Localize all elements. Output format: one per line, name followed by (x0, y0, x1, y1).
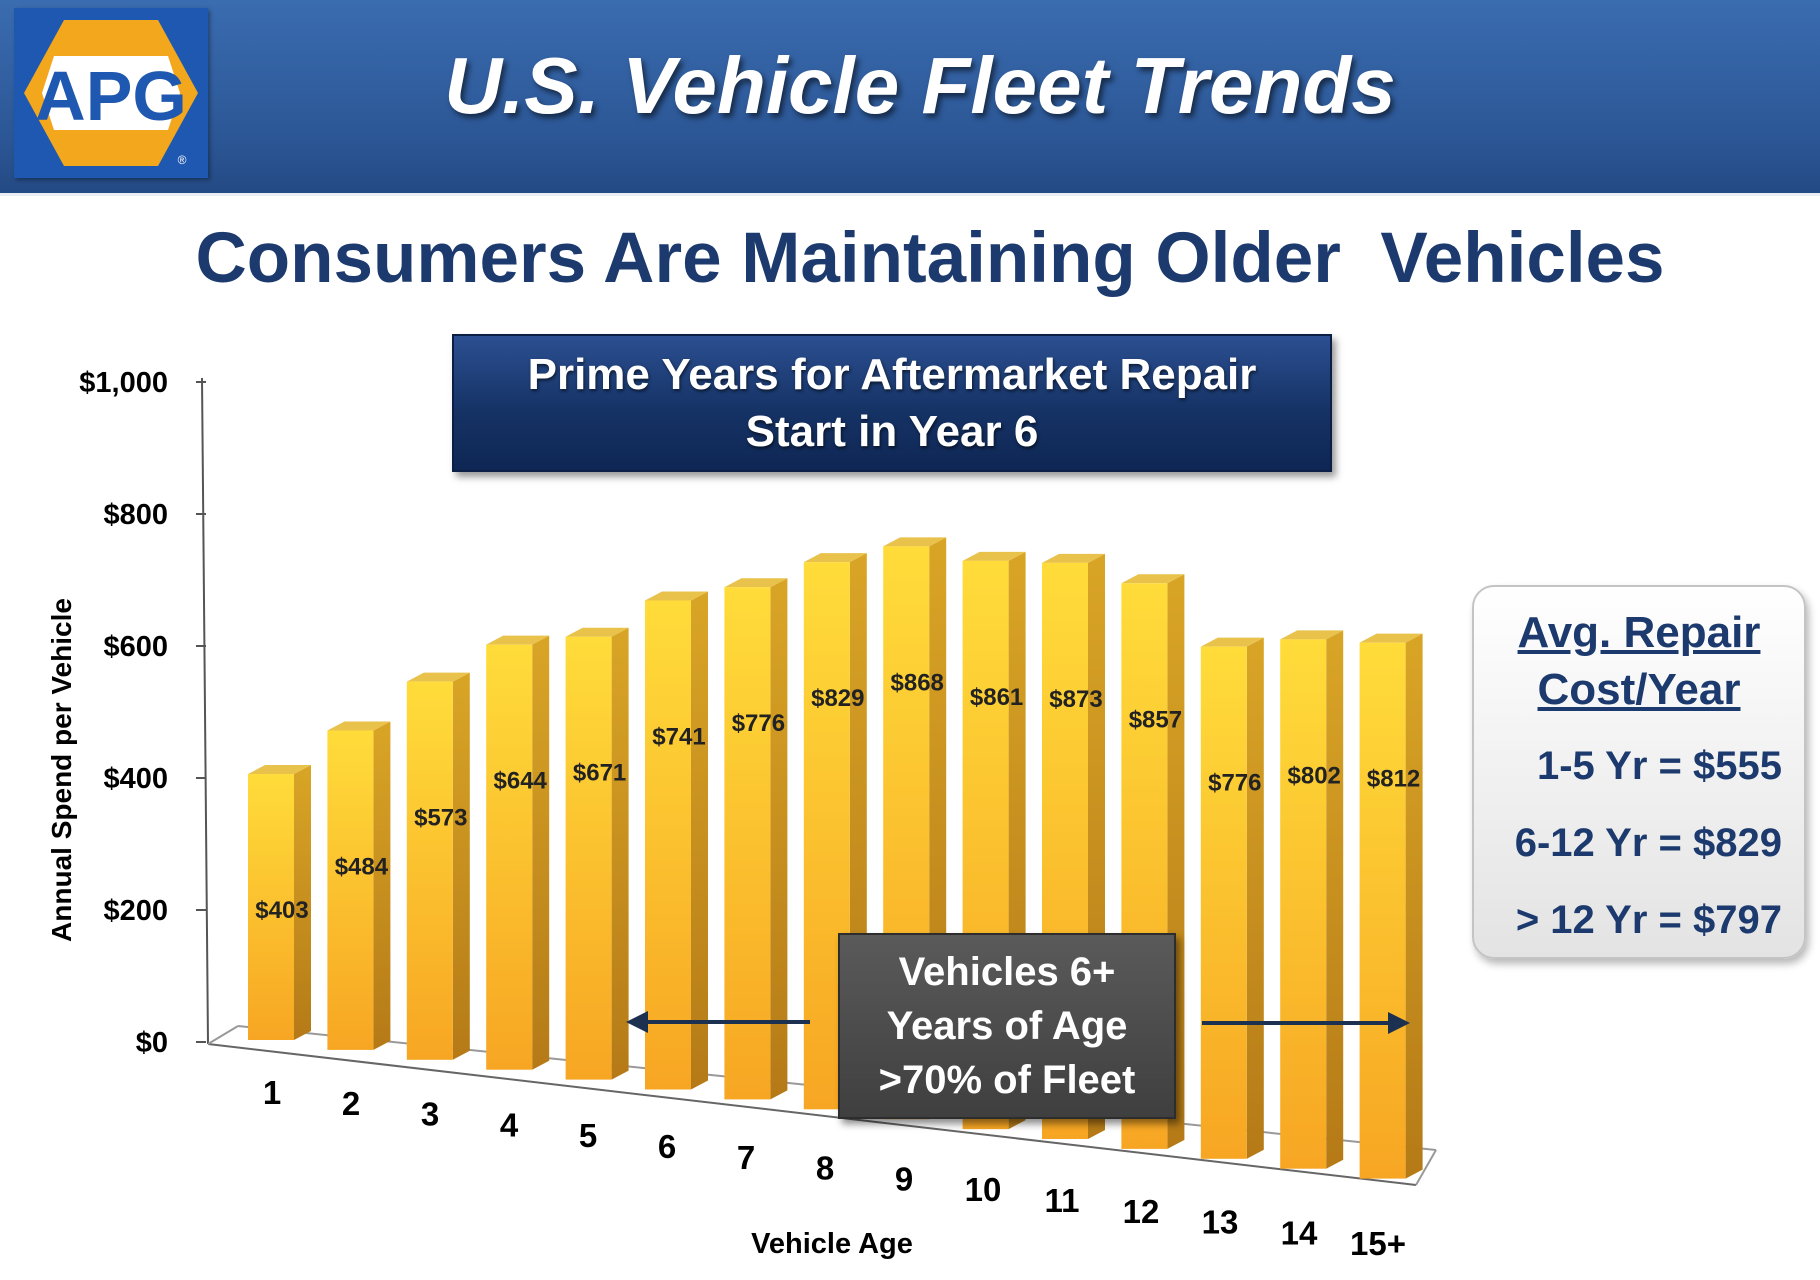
x-tick-label: 12 (1123, 1193, 1160, 1230)
page-subtitle: Consumers Are Maintaining Older Vehicles (195, 219, 1665, 298)
bar (406, 672, 470, 1060)
x-tick-label: 7 (737, 1139, 755, 1176)
data-label: $573 (414, 805, 467, 832)
right-arrow (1202, 1012, 1410, 1034)
x-tick-label: 15+ (1350, 1225, 1406, 1262)
fleet-callout-line-1: Vehicles 6+ (898, 950, 1116, 994)
x-tick-label: 11 (1045, 1182, 1080, 1219)
y-tick-label: $1,000 (79, 367, 168, 399)
apg-logo: APG ® (14, 8, 208, 178)
prime-years-callout: Prime Years for Aftermarket Repair Start… (452, 334, 1332, 472)
y-axis-ticks: $0 $200 $400 $600 $800 $1,000 (79, 367, 206, 1059)
bar (645, 591, 708, 1090)
chart-bars (248, 537, 1423, 1179)
avg-box-title: Avg. Repair Cost/Year (1474, 604, 1804, 718)
data-label: $861 (970, 684, 1023, 711)
data-labels: $403 $484 $573 $644 $671 $741 $776 $829 $868 $861… (255, 669, 1420, 924)
bar (1280, 630, 1344, 1169)
x-tick-label: 2 (342, 1085, 360, 1122)
data-label: $776 (1208, 770, 1261, 797)
x-tick-label: 9 (895, 1160, 913, 1197)
data-label: $857 (1129, 706, 1182, 733)
prime-callout-line-1: Prime Years for Aftermarket Repair (527, 350, 1257, 399)
x-tick-label: 13 (1202, 1204, 1239, 1241)
data-label: $829 (811, 685, 864, 712)
x-tick-label: 1 (263, 1074, 281, 1111)
data-label: $403 (255, 897, 308, 924)
x-tick-label: 3 (421, 1096, 439, 1133)
bar (327, 721, 391, 1050)
avg-title-line-2: Cost/Year (1537, 665, 1741, 714)
data-label: $812 (1367, 766, 1420, 793)
data-label: $868 (891, 669, 944, 696)
fleet-callout-line-2: Years of Age (886, 1004, 1128, 1048)
y-tick-label: $400 (103, 763, 168, 795)
y-tick-label: $600 (103, 631, 168, 663)
avg-line-1-5: 1-5 Yr = $555 (1536, 744, 1782, 788)
y-axis-label: Annual Spend per Vehicle (46, 598, 77, 942)
prime-callout-line-2: Start in Year 6 (745, 407, 1039, 456)
avg-repair-cost-box: Avg. Repair Cost/Year 1-5 Yr = $555 6-12… (1472, 585, 1806, 959)
x-tick-label: 6 (658, 1128, 676, 1165)
bar (248, 765, 311, 1040)
x-tick-label: 10 (965, 1171, 1002, 1208)
left-arrow (626, 1011, 810, 1033)
data-label: $873 (1049, 686, 1102, 713)
y-tick-label: $0 (136, 1027, 168, 1059)
bar (565, 627, 629, 1080)
fleet-share-callout: Vehicles 6+ Years of Age >70% of Fleet (838, 933, 1176, 1119)
data-label: $644 (494, 768, 548, 795)
avg-line-6-12: 6-12 Yr = $829 (1514, 821, 1782, 865)
x-tick-label: 14 (1281, 1214, 1318, 1251)
avg-line-12-plus: > 12 Yr = $797 (1515, 898, 1782, 942)
x-tick-label: 5 (579, 1117, 597, 1154)
x-axis-label: Vehicle Age (751, 1228, 913, 1260)
data-label: $484 (335, 853, 389, 880)
data-label: $741 (652, 723, 705, 750)
data-label: $802 (1288, 762, 1341, 789)
bar (1359, 633, 1423, 1179)
bar (1200, 637, 1264, 1159)
bar (724, 578, 788, 1100)
y-tick-label: $800 (103, 499, 168, 531)
fleet-callout-line-3: >70% of Fleet (878, 1058, 1136, 1102)
avg-title-line-1: Avg. Repair (1517, 608, 1761, 657)
data-label: $671 (573, 760, 626, 787)
x-tick-label: 8 (816, 1150, 834, 1187)
data-label: $776 (732, 710, 785, 737)
x-axis-ticks: 1 2 3 4 5 6 7 8 9 10 11 12 13 14 15+ (263, 1074, 1406, 1262)
logo-text: APG (35, 57, 187, 135)
bar (486, 635, 550, 1070)
y-tick-label: $200 (103, 895, 168, 927)
x-tick-label: 4 (500, 1106, 519, 1143)
header-title: U.S. Vehicle Fleet Trends (444, 41, 1396, 130)
logo-registered-mark: ® (178, 153, 187, 167)
apg-logo-icon: APG ® (24, 20, 198, 167)
header-bar: APG ® U.S. Vehicle Fleet Trends (0, 0, 1820, 196)
